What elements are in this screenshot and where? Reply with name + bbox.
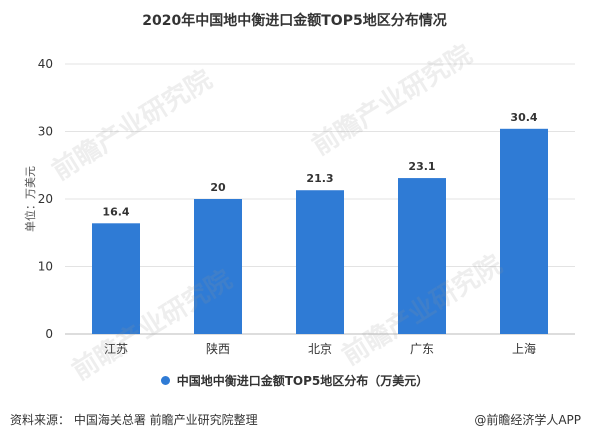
bar <box>500 128 548 334</box>
data-label: 16.4 <box>102 205 129 218</box>
chart-title: 2020年中国地中衡进口金额TOP5地区分布情况 <box>142 13 447 29</box>
x-tick-label: 陕西 <box>206 341 230 356</box>
bar <box>92 223 140 334</box>
data-label: 30.4 <box>510 111 537 124</box>
brand-label: @前瞻经济学人APP <box>474 413 581 427</box>
bar <box>398 178 446 334</box>
x-tick-label: 广东 <box>410 342 434 356</box>
y-tick-label: 10 <box>38 260 53 274</box>
legend: 中国地中衡进口金额TOP5地区分布（万美元） <box>0 372 589 389</box>
x-tick-label: 上海 <box>512 341 536 356</box>
y-axis-label: 单位：万美元 <box>23 166 37 232</box>
legend-label: 中国地中衡进口金额TOP5地区分布（万美元） <box>176 374 429 388</box>
x-tick-label: 北京 <box>308 342 332 356</box>
data-label: 21.3 <box>306 172 333 185</box>
y-tick-label: 0 <box>45 327 53 341</box>
x-tick-label: 江苏 <box>104 342 128 356</box>
source-note: 资料来源： 中国海关总署 前瞻产业研究院整理 <box>10 413 258 427</box>
data-label: 23.1 <box>408 160 435 173</box>
legend-swatch <box>160 376 170 385</box>
bar <box>296 190 344 334</box>
data-label: 20 <box>210 181 226 194</box>
bar <box>194 199 242 334</box>
y-tick-label: 40 <box>38 57 53 71</box>
y-tick-label: 20 <box>38 192 53 206</box>
y-tick-label: 30 <box>38 125 53 139</box>
